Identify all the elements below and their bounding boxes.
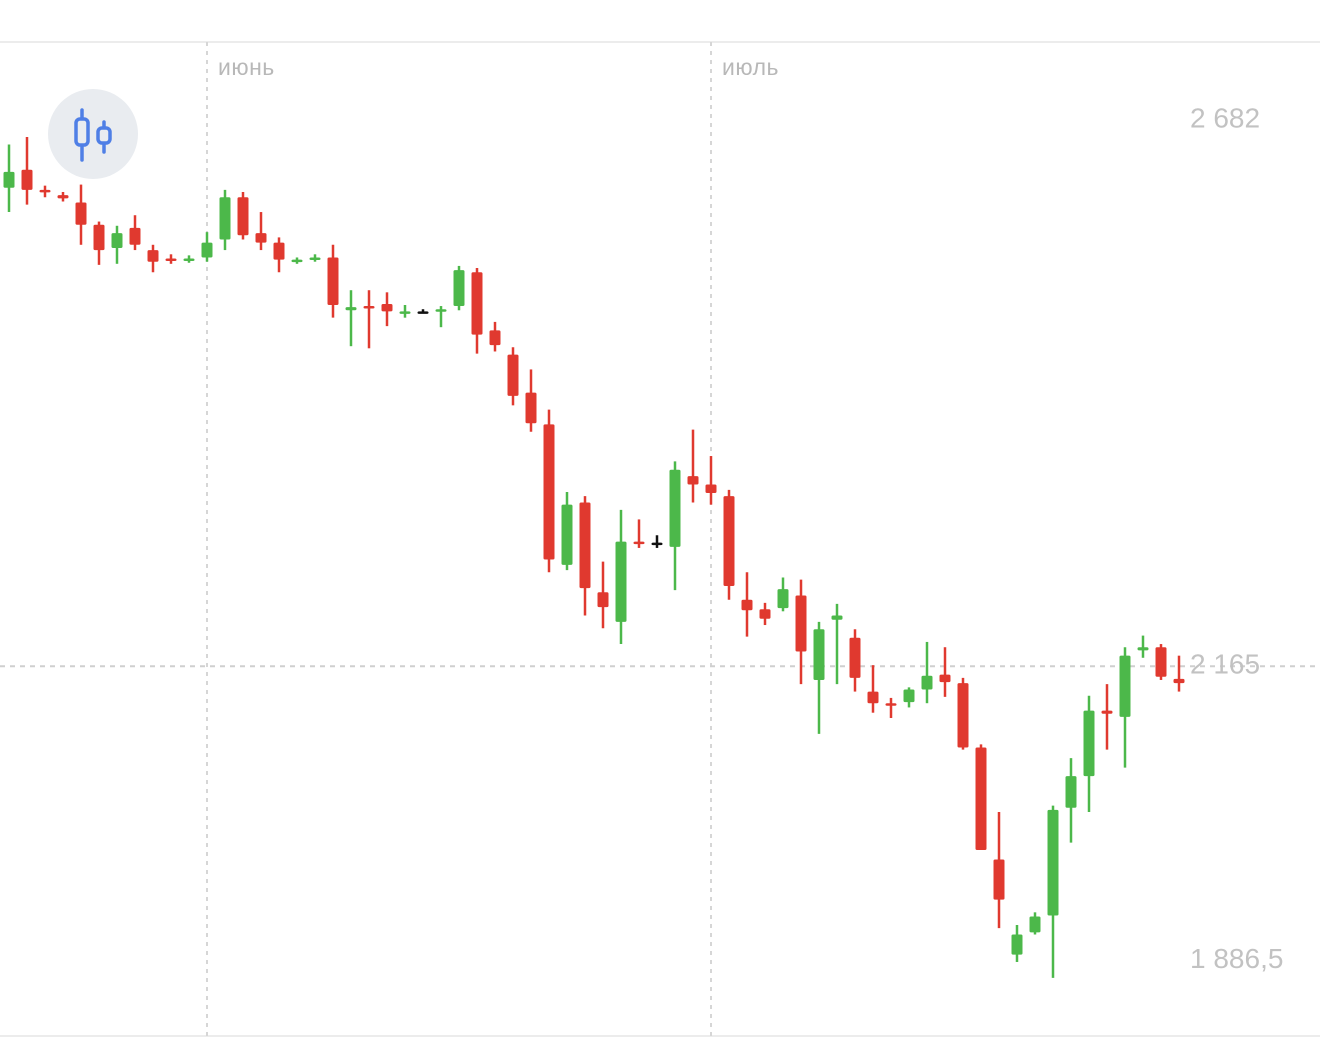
candle-body [147, 250, 159, 262]
candle-body [381, 303, 393, 312]
chart-type-button[interactable] [48, 89, 138, 179]
candle-body [1065, 776, 1077, 808]
candle-body [831, 615, 843, 620]
icon-body [96, 126, 112, 145]
x-tick-label: июнь [218, 54, 275, 80]
candle-body [201, 242, 213, 258]
candle-body [453, 270, 465, 307]
candle-body [1173, 678, 1185, 684]
candle-body [669, 469, 681, 547]
candle-body [489, 330, 501, 346]
icon-body [74, 117, 90, 147]
candle-body [1119, 655, 1131, 717]
candle-body [399, 311, 411, 314]
candle-body [1101, 710, 1113, 714]
candle-body [975, 747, 987, 851]
candle-body [723, 496, 735, 586]
candle-body [57, 195, 69, 199]
y-tick-label: 2 165 [1190, 649, 1260, 680]
candle-body [255, 233, 267, 243]
candle-body [75, 202, 87, 225]
candle-body [777, 589, 789, 609]
candle-body [21, 169, 33, 190]
candle-body [633, 541, 645, 545]
labels: июнь июль 2 682 2 165 1 886,5 [218, 54, 1283, 974]
candle-body [273, 242, 285, 260]
candle-body [1155, 647, 1167, 677]
candle-body [507, 354, 519, 396]
candle-body [1029, 916, 1041, 933]
candle-body [561, 504, 573, 565]
candle-body [291, 259, 303, 263]
candle-body [129, 227, 141, 245]
candle-body [597, 592, 609, 608]
candle-body [813, 629, 825, 680]
candle-body [993, 859, 1005, 900]
y-tick-label: 1 886,5 [1190, 943, 1283, 974]
candle-body [93, 224, 105, 251]
candle-body [309, 257, 321, 260]
candle-body [921, 675, 933, 690]
candle-body [939, 674, 951, 683]
candle-body [759, 609, 771, 619]
candle-body [435, 309, 447, 312]
candle-body [1137, 647, 1149, 651]
candle-body [471, 272, 483, 335]
candle-body [111, 233, 123, 248]
candle-body [651, 542, 663, 546]
candle-body [417, 311, 429, 314]
candle-body [903, 689, 915, 703]
candle-body [705, 484, 717, 494]
candle-body [219, 197, 231, 240]
candle-body [579, 502, 591, 589]
candle-body [1047, 809, 1059, 916]
candle-body [741, 599, 753, 611]
candle-body [1011, 934, 1023, 955]
candle-body [183, 258, 195, 262]
candle-body [363, 306, 375, 309]
candle-body [3, 171, 15, 188]
y-tick-label: 2 682 [1190, 103, 1260, 134]
candle-body [885, 703, 897, 706]
candle-body [237, 197, 249, 236]
candles [3, 137, 1185, 978]
candle-body [867, 691, 879, 704]
x-tick-label: июль [722, 54, 779, 80]
grid [0, 42, 1320, 1036]
candle-body [615, 541, 627, 622]
candle-body [1083, 710, 1095, 777]
candle-body [345, 307, 357, 311]
candle-body [39, 189, 51, 193]
candle-body [543, 424, 555, 560]
candle-body [525, 392, 537, 424]
candle-body [165, 258, 177, 262]
candle-body [849, 637, 861, 678]
button-bg[interactable] [48, 89, 138, 179]
candle-body [795, 595, 807, 652]
candle-body [957, 683, 969, 748]
candle-body [687, 476, 699, 485]
candle-body [327, 257, 339, 306]
